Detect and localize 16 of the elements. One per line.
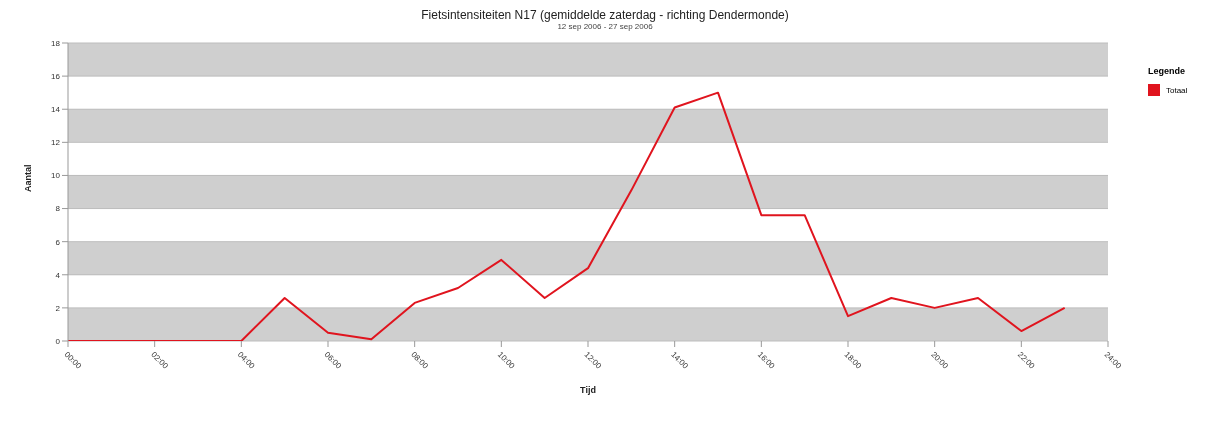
legend-label: Totaal xyxy=(1166,85,1188,95)
y-tick-label: 8 xyxy=(55,204,61,214)
y-tick-label: 2 xyxy=(55,303,61,313)
y-tick-label: 12 xyxy=(51,138,61,148)
chart-subtitle: 12 sep 2006 - 27 sep 2006 xyxy=(556,22,654,31)
y-tick-label: 10 xyxy=(51,171,61,181)
y-tick-label: 4 xyxy=(55,270,61,280)
y-tick-label: 18 xyxy=(51,38,61,48)
y-tick-label: 14 xyxy=(51,105,61,115)
legend-title: Legende xyxy=(1148,66,1186,76)
x-axis-title: Tijd xyxy=(580,385,596,395)
y-tick-label: 16 xyxy=(51,71,61,81)
chart-title: Fietsintensiteiten N17 (gemiddelde zaterdag - richting Dendermonde) xyxy=(420,8,790,22)
y-tick-label: 6 xyxy=(55,237,61,247)
y-axis-title: Aantal xyxy=(23,164,34,192)
y-tick-label: 0 xyxy=(55,336,61,346)
